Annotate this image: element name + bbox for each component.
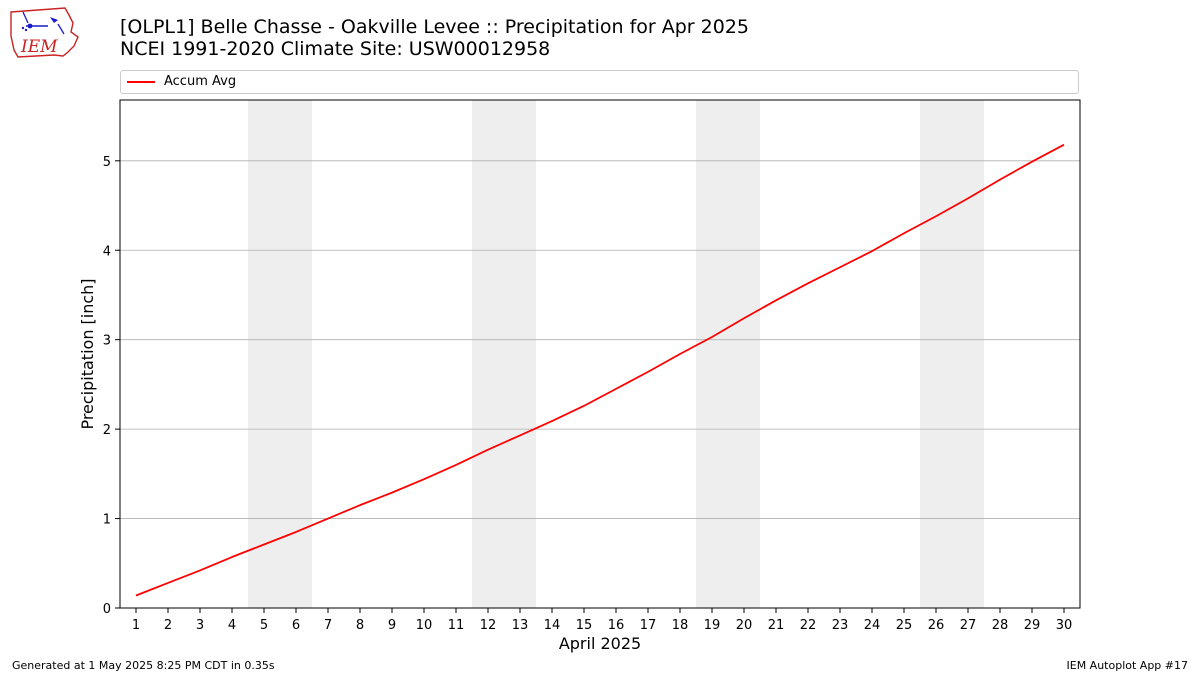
x-tick-label-9: 9 — [388, 618, 396, 633]
x-tick-label-29: 29 — [1024, 618, 1041, 633]
x-tick-label-8: 8 — [356, 618, 364, 633]
x-tick-label-11: 11 — [448, 618, 465, 633]
legend-swatch — [127, 81, 155, 83]
x-tick-label-19: 19 — [704, 618, 721, 633]
series-line-accum-avg — [135, 143, 1065, 597]
x-tick-label-28: 28 — [992, 618, 1009, 633]
x-tick-label-24: 24 — [864, 618, 881, 633]
x-tick-label-15: 15 — [576, 618, 593, 633]
x-tick-label-6: 6 — [292, 618, 300, 633]
x-tick-label-10: 10 — [416, 618, 433, 633]
grid-lines — [120, 160, 1080, 519]
y-tick-label-3: 3 — [103, 334, 111, 349]
weekend-bands — [248, 100, 984, 608]
x-tick-label-3: 3 — [196, 618, 204, 633]
x-tick-label-2: 2 — [164, 618, 172, 633]
iem-logo: IEM — [10, 7, 79, 58]
series-group — [135, 143, 1065, 597]
chart-title: [OLPL1] Belle Chasse - Oakville Levee ::… — [120, 16, 750, 38]
x-tick-label-14: 14 — [544, 618, 561, 633]
x-tick-label-25: 25 — [896, 618, 913, 633]
x-tick-label-1: 1 — [132, 618, 140, 633]
x-tick-label-20: 20 — [736, 618, 753, 633]
x-tick-label-18: 18 — [672, 618, 689, 633]
logo-text: IEM — [20, 37, 58, 57]
weekend-band-13 — [504, 100, 536, 608]
legend: Accum Avg — [120, 70, 1079, 94]
weekend-band-20 — [728, 100, 760, 608]
chart-subtitle: NCEI 1991-2020 Climate Site: USW00012958 — [120, 38, 551, 60]
footer-app: IEM Autoplot App #17 — [1066, 659, 1189, 672]
plot-frame — [119, 99, 1081, 609]
y-tick-label-5: 5 — [103, 155, 111, 170]
x-tick-label-4: 4 — [228, 618, 236, 633]
weekend-band-6 — [280, 100, 312, 608]
x-tick-label-13: 13 — [512, 618, 529, 633]
x-tick-label-7: 7 — [324, 618, 332, 633]
x-tick-label-23: 23 — [832, 618, 849, 633]
y-tick-label-4: 4 — [103, 244, 111, 259]
y-tick-label-0: 0 — [103, 602, 111, 617]
weekend-band-27 — [952, 100, 984, 608]
x-tick-label-16: 16 — [608, 618, 625, 633]
footer-generated: Generated at 1 May 2025 8:25 PM CDT in 0… — [12, 659, 275, 672]
y-axis-label: Precipitation [inch] — [78, 278, 97, 429]
x-axis-label: April 2025 — [559, 634, 641, 653]
x-tick-label-30: 30 — [1056, 618, 1073, 633]
x-tick-label-27: 27 — [960, 618, 977, 633]
x-tick-label-22: 22 — [800, 618, 817, 633]
weekend-band-12 — [472, 100, 504, 608]
y-tick-label-1: 1 — [103, 513, 111, 528]
weekend-band-26 — [920, 100, 952, 608]
x-tick-label-12: 12 — [480, 618, 497, 633]
legend-label: Accum Avg — [164, 74, 237, 89]
x-tick-label-26: 26 — [928, 618, 945, 633]
y-tick-label-2: 2 — [103, 423, 111, 438]
weekend-band-19 — [696, 100, 728, 608]
weekend-band-5 — [248, 100, 280, 608]
x-tick-label-17: 17 — [640, 618, 657, 633]
x-tick-label-5: 5 — [260, 618, 268, 633]
x-tick-label-21: 21 — [768, 618, 785, 633]
